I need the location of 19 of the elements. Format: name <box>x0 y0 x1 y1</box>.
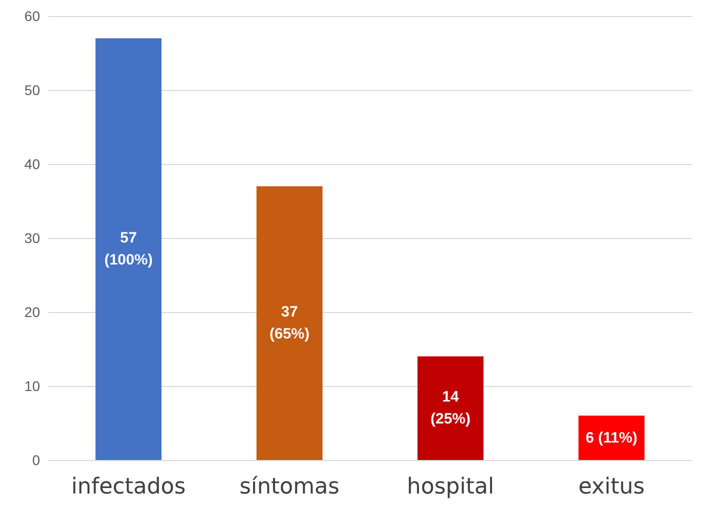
data-label: 6 (11%) <box>586 429 638 446</box>
y-tick-label: 60 <box>24 8 40 24</box>
data-label: 37 (65%) <box>269 304 310 343</box>
bar <box>95 38 162 460</box>
y-tick-label: 10 <box>24 378 40 394</box>
y-tick-label: 40 <box>24 156 40 172</box>
y-tick-label: 50 <box>24 82 40 98</box>
y-tick-label: 30 <box>24 230 40 246</box>
x-tick-label: exitus <box>578 474 645 500</box>
data-label: 14 (25%) <box>430 388 471 428</box>
y-tick-label: 0 <box>32 452 40 468</box>
x-tick-label: hospital <box>406 474 494 500</box>
bar <box>417 356 484 460</box>
y-tick-label: 20 <box>24 304 40 320</box>
bar <box>578 416 645 460</box>
x-tick-label: infectados <box>71 474 186 500</box>
x-tick-label: síntomas <box>240 474 340 500</box>
bar <box>256 186 323 460</box>
data-label: 57 (100%) <box>104 230 153 269</box>
